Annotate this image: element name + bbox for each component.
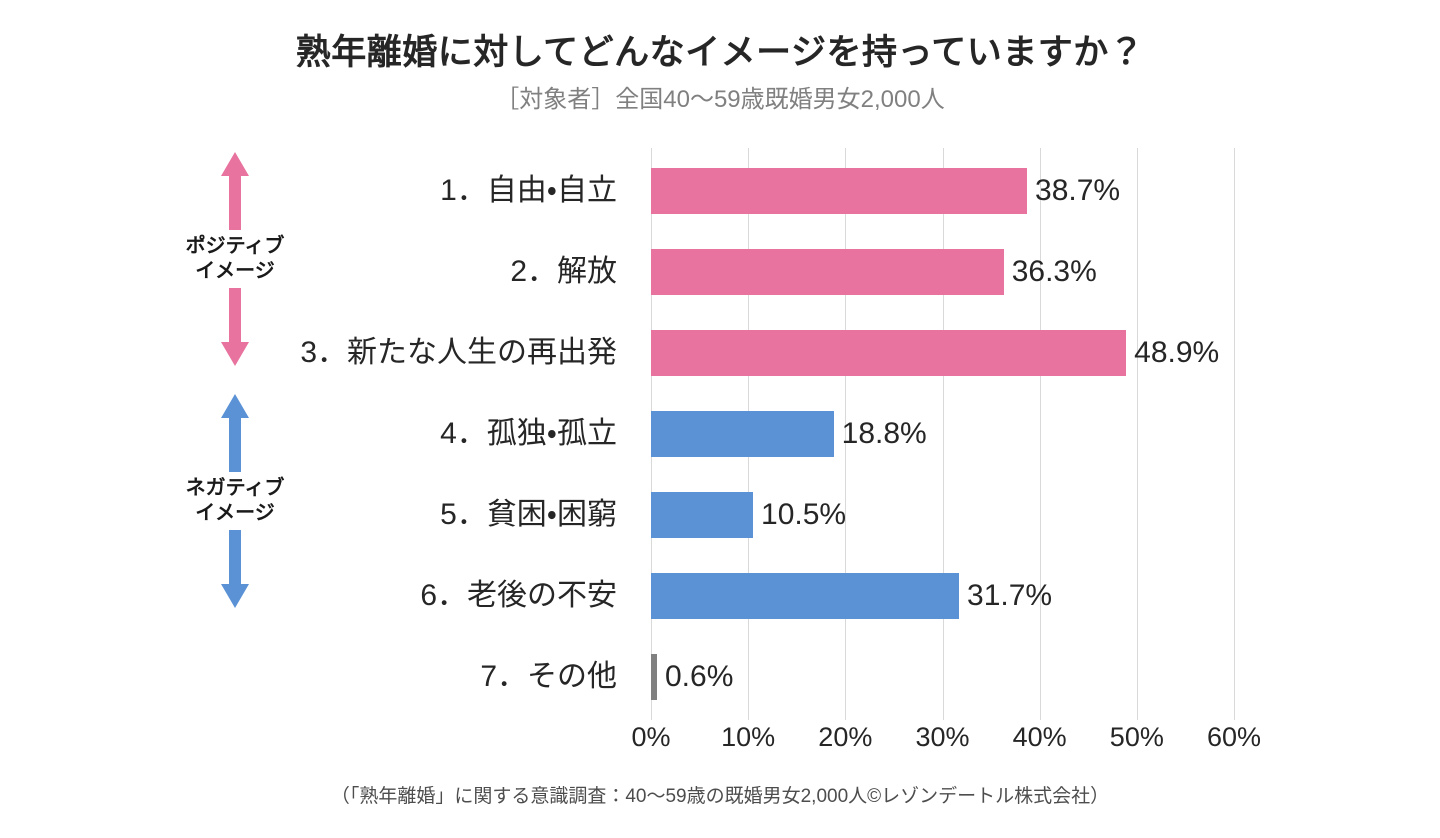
group-positive-label-line2: イメージ xyxy=(195,260,275,282)
bar-track: 10.5% xyxy=(651,491,847,538)
group-negative-label: ネガティブ イメージ xyxy=(186,472,285,530)
group-positive-label: ポジティブ イメージ xyxy=(186,230,285,288)
gridline xyxy=(1039,148,1041,720)
bar-row: 4．孤独・孤立 18.8% xyxy=(0,393,1440,474)
bar-value-label: 0.6% xyxy=(665,659,734,693)
group-negative: ネガティブ イメージ xyxy=(150,392,320,610)
bar-row: 7．その他 0.6% xyxy=(0,636,1440,717)
bar-track: 36.3% xyxy=(651,248,1097,295)
category-label: 7．その他 xyxy=(480,659,617,693)
category-label: 3．新たな人生の再出発 xyxy=(300,335,617,369)
bar[interactable] xyxy=(651,329,1127,376)
arrow-up-negative-icon xyxy=(221,394,249,472)
bar-rows: 1．自由・自立 38.7% 2．解放 36.3% 3．新たな人生の再出発 48.9% 4．孤… xyxy=(0,148,1440,720)
group-positive-label-line1: ポジティブ xyxy=(185,235,285,257)
bar-value-label: 36.3% xyxy=(1011,254,1097,288)
bar[interactable] xyxy=(651,167,1028,214)
bar-row: 6．老後の不安 31.7% xyxy=(0,555,1440,636)
arrow-down-positive-icon xyxy=(221,288,249,366)
bar-track: 0.6% xyxy=(651,653,734,700)
gridline xyxy=(845,148,847,720)
bar-track: 48.9% xyxy=(651,329,1220,376)
category-label: 2．解放 xyxy=(510,254,617,288)
bar-value-label: 38.7% xyxy=(1035,173,1121,207)
bar[interactable] xyxy=(651,410,834,457)
bar-row: 3．新たな人生の再出発 48.9% xyxy=(0,312,1440,393)
category-label: 4．孤独・孤立 xyxy=(440,416,617,450)
x-axis-tick-label: 0% xyxy=(631,722,671,752)
bar-row: 5．貧困・困窮 10.5% xyxy=(0,474,1440,555)
bar[interactable] xyxy=(651,572,960,619)
group-annotations: ポジティブ イメージ ネガティブ イメージ xyxy=(150,148,320,720)
category-label: 1．自由・自立 xyxy=(440,173,617,207)
bar-track: 18.8% xyxy=(651,410,927,457)
group-negative-label-line1: ネガティブ xyxy=(185,477,285,499)
bar-track: 31.7% xyxy=(651,572,1053,619)
bar-row: 2．解放 36.3% xyxy=(0,231,1440,312)
group-negative-label-line2: イメージ xyxy=(195,502,275,524)
page-title: 熟年離婚に対してどんなイメージを持っていますか？ xyxy=(295,33,1145,72)
bar[interactable] xyxy=(651,491,754,538)
source-footnote: （「熟年離婚」に関する意識調査：40〜59歳の既婚男女2,000人©レゾンデート… xyxy=(330,786,1110,807)
arrow-up-positive-icon xyxy=(221,152,249,230)
bar-value-label: 10.5% xyxy=(761,497,847,531)
group-positive: ポジティブ イメージ xyxy=(150,150,320,368)
chart-subtitle: ［対象者］全国40〜59歳既婚男女2,000人 xyxy=(495,86,945,113)
chart-plot-area: 1．自由・自立 38.7% 2．解放 36.3% 3．新たな人生の再出発 48.9% 4．孤… xyxy=(0,148,1440,720)
chart-header: 熟年離婚に対してどんなイメージを持っていますか？ ［対象者］全国40〜59歳既婚… xyxy=(0,32,1440,115)
bar-row: 1．自由・自立 38.7% xyxy=(0,150,1440,231)
x-axis-tick-label: 60% xyxy=(1206,722,1262,752)
arrow-down-negative-icon xyxy=(221,530,249,608)
bar-value-label: 48.9% xyxy=(1134,335,1220,369)
category-label: 5．貧困・困窮 xyxy=(440,497,617,531)
bar-value-label: 18.8% xyxy=(841,416,927,450)
x-axis-tick-label: 20% xyxy=(818,722,873,752)
x-axis-tick-label: 40% xyxy=(1012,722,1067,752)
gridline xyxy=(942,148,944,720)
gridline xyxy=(1136,148,1138,720)
x-axis: 0% 10% 20% 30% 40% 50% 60% xyxy=(631,722,1261,762)
bar-value-label: 31.7% xyxy=(967,578,1053,612)
x-axis-tick-label: 50% xyxy=(1109,722,1164,752)
bar-track: 38.7% xyxy=(651,167,1121,214)
gridline xyxy=(1234,148,1235,720)
x-axis-tick-label: 30% xyxy=(915,722,970,752)
bar[interactable] xyxy=(651,653,657,700)
category-label: 6．老後の不安 xyxy=(420,578,617,612)
bar[interactable] xyxy=(651,248,1004,295)
x-axis-tick-label: 10% xyxy=(721,722,776,752)
